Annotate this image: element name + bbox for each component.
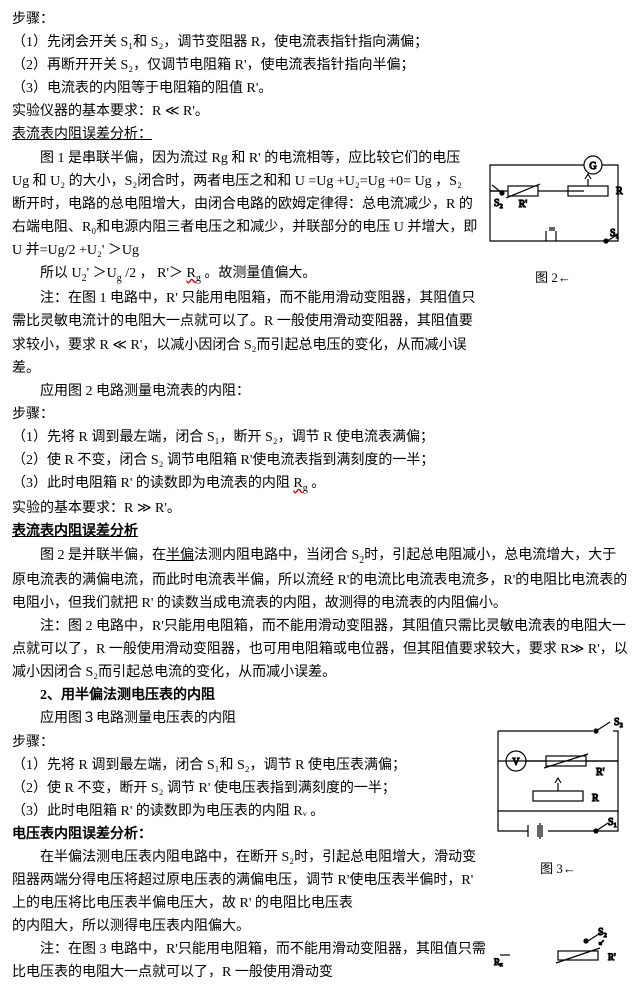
figure-2-label: 图 2← [478,267,628,288]
figure-3-label: 图 3← [488,858,628,879]
step-1: （1）先闭会开关 S₁和 S₂，调节变阻器 R，使电流表指针指向满偏； [12,31,628,54]
note-2: 注：图 2 电路中，R'只能用电阻箱，而不能用滑动变阻器，其阻值只需比灵敏电流表… [12,615,628,684]
svg-text:V: V [512,757,520,768]
heading-error-2: 表流表内阻误差分析 [12,520,628,543]
step-3-2: （2）使 R 不变，断开 S₂ 调节 R' 使电压表指到满刻度的一半； [12,777,488,800]
heading-error-1: 表流表内阻误差分析： [12,123,628,146]
requirement-1: 实验仪器的基本要求：R ≪ R'。 [12,100,628,123]
svg-text:S₁: S₁ [608,817,617,828]
svg-text:S₁: S₁ [610,228,619,239]
requirement-2: 实验的基本要求：R ≫ R'。 [12,497,628,520]
application-3: 应用图３电路测量电压表的内阻 [12,707,488,730]
circuit-diagram-4-icon: S₂↙ Rₓ R' [488,925,628,970]
svg-text:S₂: S₂ [614,717,623,728]
application-2: 应用图 2 电路测量电流表的内阻： [12,380,478,403]
row-fig2: 图 1 是串联半偏，因为流过 Rg 和 R' 的电流相等，应比较它们的电压 Ug… [12,147,628,403]
svg-text:S₂: S₂ [494,198,503,209]
steps-3-label: 步骤： [12,731,488,754]
svg-text:R: R [592,793,599,804]
figure-2-block: G R' R S₂ S₁ 图 2← [478,147,628,403]
svg-text:R': R' [596,767,605,778]
note-3: 注：在图 3 电路中，R'只能用电阻箱，而不能用滑动变阻器，其阻值只需比电压表的… [12,938,488,984]
svg-text:G: G [589,161,596,172]
heading-error-3: 电压表内阻误差分析： [12,823,488,846]
svg-text:Rₓ: Rₓ [494,957,503,967]
circuit-diagram-3-icon: S₂ V R' R S₁ [488,711,628,851]
step-3-3: （3）此时电阻箱 R' 的读数即为电压表的内阻 Rᵥ 。 [12,800,488,823]
error-2: 图 2 是并联半偏，在半偏法测内阻电路中，当闭合 S2时，引起总电阻减小，总电流… [12,544,628,615]
step-2-1: （1）先将 R 调到最左端，闭合 S₁，断开 S₂，调节 R 使电流表满偏； [12,426,628,449]
svg-text:R': R' [608,952,616,962]
figure-3-block: S₂ V R' R S₁ 图 3← [488,707,628,915]
steps-2-label: 步骤： [12,403,628,426]
step-2-2: （2）使 R 不变，闭合 S₂ 调节电阻箱 R'使电流表指到满刻度的一半； [12,449,628,472]
svg-text:↙: ↙ [598,938,605,947]
step-3: （3）电流表的内阻等于电阻箱的阻值 R'。 [12,77,628,100]
error-3b: 的内阻大，所以测得电压表内阻偏大。 [12,915,488,938]
row-fig4: 的内阻大，所以测得电压表内阻偏大。 注：在图 3 电路中，R'只能用电阻箱，而不… [12,915,628,984]
content: 步骤： （1）先闭会开关 S₁和 S₂，调节变阻器 R，使电流表指针指向满偏； … [12,8,628,985]
steps-label: 步骤： [12,8,628,31]
figure-4-block: S₂↙ Rₓ R' [488,915,628,984]
note-1: 注：在图 1 电路中，R' 只能用电阻箱，而不能用滑动变阻器，其阻值只需比灵敏电… [12,287,478,379]
step-2-3: （3）此时电阻箱 R' 的读数即为电流表的内阻 Rg 。 [12,472,628,497]
circuit-diagram-2-icon: G R' R S₂ S₁ [478,151,628,261]
svg-text:R': R' [519,199,528,210]
error-1a: 图 1 是串联半偏，因为流过 Rg 和 R' 的电流相等，应比较它们的电压 Ug… [12,147,478,262]
svg-text:S₂: S₂ [598,927,607,938]
error-3: 在半偏法测电压表内阻电路中，在断开 S₂时，引起总电阻增大，滑动变阻器两端分得电… [12,846,488,915]
step-3-1: （1）先将 R 调到最左端，闭合 S₁和 S₂，调节 R 使电压表满偏； [12,754,488,777]
heading-2: 2、用半偏法测电压表的内阻 [12,684,628,707]
row-fig3: 应用图３电路测量电压表的内阻 步骤： （1）先将 R 调到最左端，闭合 S₁和 … [12,707,628,915]
svg-text:R: R [616,186,623,197]
step-2: （2）再断开开关 S₂，仅调节电阻箱 R'，使电流表指针指向半偏； [12,54,628,77]
error-1b: 所以 U2' ＞Ug /2 ， R'＞ Rg 。故测量值偏大。 [12,262,478,287]
